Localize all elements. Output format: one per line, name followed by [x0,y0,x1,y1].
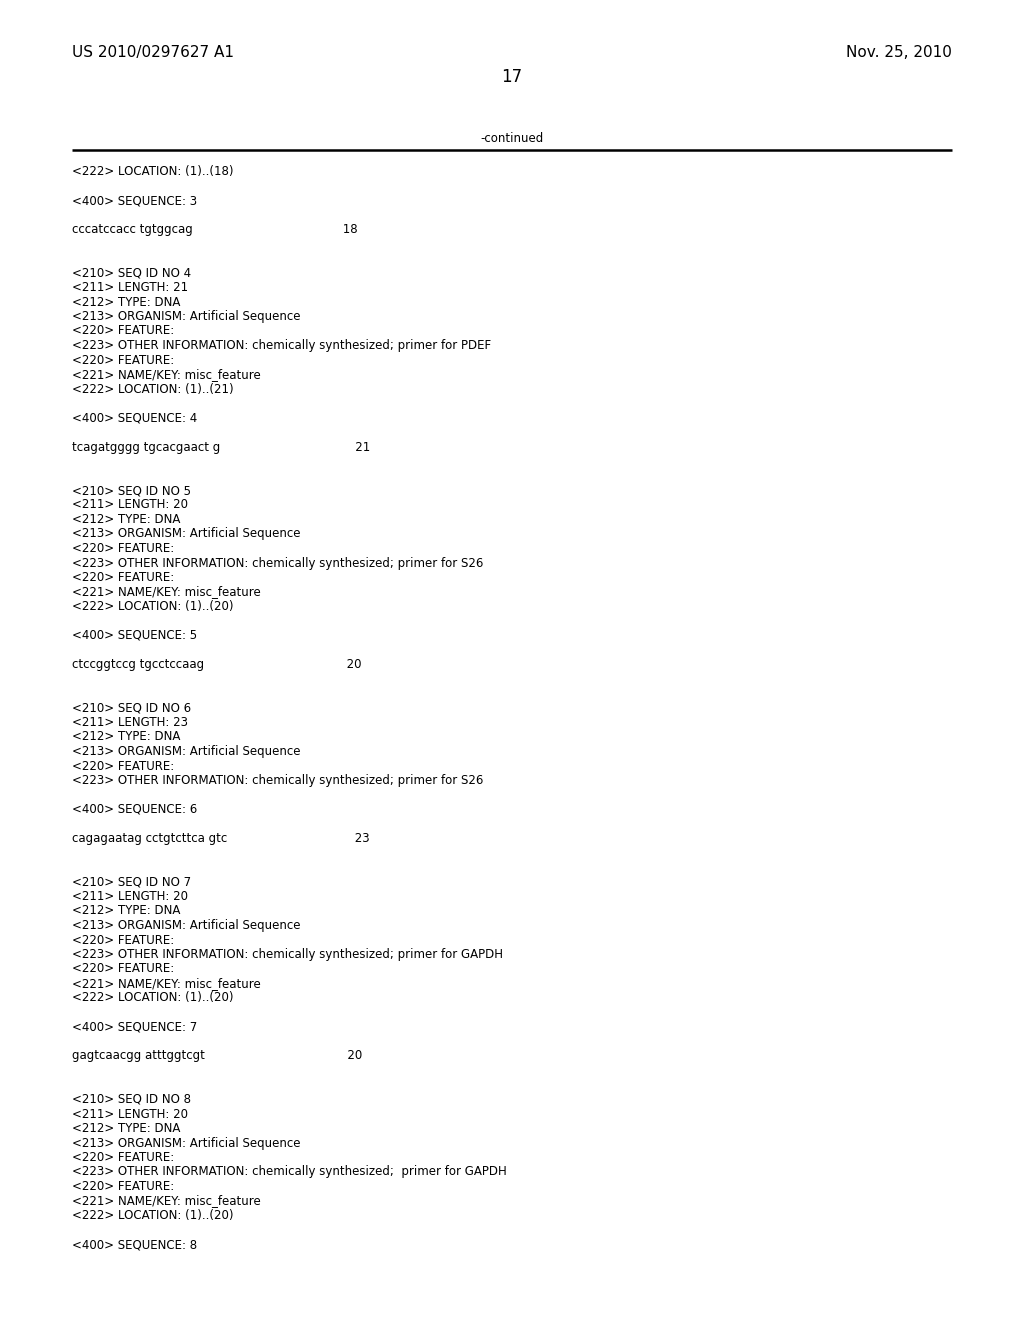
Text: <211> LENGTH: 20: <211> LENGTH: 20 [72,890,188,903]
Text: <213> ORGANISM: Artificial Sequence: <213> ORGANISM: Artificial Sequence [72,744,300,758]
Text: <211> LENGTH: 23: <211> LENGTH: 23 [72,715,188,729]
Text: -continued: -continued [480,132,544,145]
Text: <220> FEATURE:: <220> FEATURE: [72,325,174,338]
Text: <220> FEATURE:: <220> FEATURE: [72,572,174,583]
Text: <211> LENGTH: 21: <211> LENGTH: 21 [72,281,188,294]
Text: <210> SEQ ID NO 7: <210> SEQ ID NO 7 [72,875,191,888]
Text: <400> SEQUENCE: 5: <400> SEQUENCE: 5 [72,630,198,642]
Text: 17: 17 [502,69,522,86]
Text: <222> LOCATION: (1)..(20): <222> LOCATION: (1)..(20) [72,991,233,1005]
Text: <212> TYPE: DNA: <212> TYPE: DNA [72,730,180,743]
Text: <212> TYPE: DNA: <212> TYPE: DNA [72,904,180,917]
Text: <223> OTHER INFORMATION: chemically synthesized; primer for S26: <223> OTHER INFORMATION: chemically synt… [72,774,483,787]
Text: <210> SEQ ID NO 4: <210> SEQ ID NO 4 [72,267,191,280]
Text: <210> SEQ ID NO 6: <210> SEQ ID NO 6 [72,701,191,714]
Text: <220> FEATURE:: <220> FEATURE: [72,543,174,554]
Text: <221> NAME/KEY: misc_feature: <221> NAME/KEY: misc_feature [72,368,261,381]
Text: <400> SEQUENCE: 8: <400> SEQUENCE: 8 [72,1238,198,1251]
Text: <223> OTHER INFORMATION: chemically synthesized;  primer for GAPDH: <223> OTHER INFORMATION: chemically synt… [72,1166,507,1179]
Text: US 2010/0297627 A1: US 2010/0297627 A1 [72,45,234,59]
Text: <222> LOCATION: (1)..(18): <222> LOCATION: (1)..(18) [72,165,233,178]
Text: <210> SEQ ID NO 8: <210> SEQ ID NO 8 [72,1093,191,1106]
Text: <222> LOCATION: (1)..(20): <222> LOCATION: (1)..(20) [72,1209,233,1222]
Text: <213> ORGANISM: Artificial Sequence: <213> ORGANISM: Artificial Sequence [72,310,300,323]
Text: <222> LOCATION: (1)..(20): <222> LOCATION: (1)..(20) [72,601,233,612]
Text: <400> SEQUENCE: 7: <400> SEQUENCE: 7 [72,1020,198,1034]
Text: cagagaatag cctgtcttca gtc                                  23: cagagaatag cctgtcttca gtc 23 [72,832,370,845]
Text: tcagatgggg tgcacgaact g                                    21: tcagatgggg tgcacgaact g 21 [72,441,371,454]
Text: <212> TYPE: DNA: <212> TYPE: DNA [72,513,180,525]
Text: <220> FEATURE:: <220> FEATURE: [72,354,174,367]
Text: <221> NAME/KEY: misc_feature: <221> NAME/KEY: misc_feature [72,1195,261,1208]
Text: <220> FEATURE:: <220> FEATURE: [72,1151,174,1164]
Text: <223> OTHER INFORMATION: chemically synthesized; primer for GAPDH: <223> OTHER INFORMATION: chemically synt… [72,948,503,961]
Text: <400> SEQUENCE: 6: <400> SEQUENCE: 6 [72,803,198,816]
Text: <213> ORGANISM: Artificial Sequence: <213> ORGANISM: Artificial Sequence [72,528,300,540]
Text: <220> FEATURE:: <220> FEATURE: [72,759,174,772]
Text: <400> SEQUENCE: 3: <400> SEQUENCE: 3 [72,194,198,207]
Text: <220> FEATURE:: <220> FEATURE: [72,933,174,946]
Text: <212> TYPE: DNA: <212> TYPE: DNA [72,296,180,309]
Text: <211> LENGTH: 20: <211> LENGTH: 20 [72,499,188,511]
Text: <221> NAME/KEY: misc_feature: <221> NAME/KEY: misc_feature [72,586,261,598]
Text: <222> LOCATION: (1)..(21): <222> LOCATION: (1)..(21) [72,383,233,396]
Text: gagtcaacgg atttggtcgt                                      20: gagtcaacgg atttggtcgt 20 [72,1049,362,1063]
Text: <221> NAME/KEY: misc_feature: <221> NAME/KEY: misc_feature [72,977,261,990]
Text: <220> FEATURE:: <220> FEATURE: [72,1180,174,1193]
Text: <400> SEQUENCE: 4: <400> SEQUENCE: 4 [72,412,198,425]
Text: <223> OTHER INFORMATION: chemically synthesized; primer for S26: <223> OTHER INFORMATION: chemically synt… [72,557,483,569]
Text: <211> LENGTH: 20: <211> LENGTH: 20 [72,1107,188,1121]
Text: <212> TYPE: DNA: <212> TYPE: DNA [72,1122,180,1135]
Text: cccatccacc tgtggcag                                        18: cccatccacc tgtggcag 18 [72,223,357,236]
Text: ctccggtccg tgcctccaag                                      20: ctccggtccg tgcctccaag 20 [72,657,361,671]
Text: <210> SEQ ID NO 5: <210> SEQ ID NO 5 [72,484,191,498]
Text: <220> FEATURE:: <220> FEATURE: [72,962,174,975]
Text: <213> ORGANISM: Artificial Sequence: <213> ORGANISM: Artificial Sequence [72,919,300,932]
Text: <213> ORGANISM: Artificial Sequence: <213> ORGANISM: Artificial Sequence [72,1137,300,1150]
Text: <223> OTHER INFORMATION: chemically synthesized; primer for PDEF: <223> OTHER INFORMATION: chemically synt… [72,339,492,352]
Text: Nov. 25, 2010: Nov. 25, 2010 [846,45,952,59]
